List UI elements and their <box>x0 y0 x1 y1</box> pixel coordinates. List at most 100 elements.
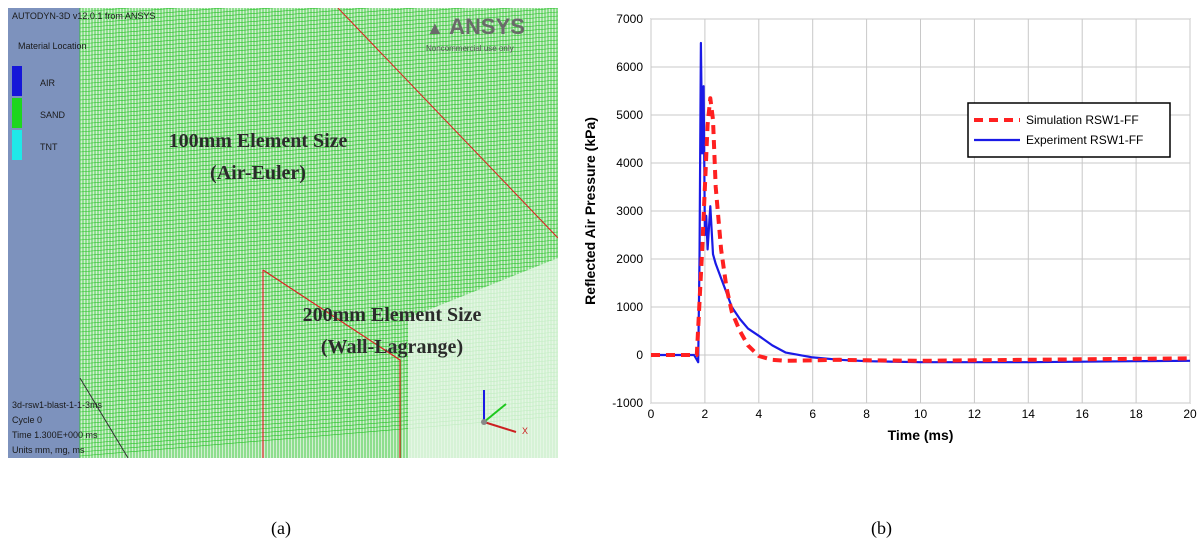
x-axis-label: Time (ms) <box>888 427 954 443</box>
ansys-logo-text: ANSYS <box>449 14 525 39</box>
info-line-2: Cycle 0 <box>12 415 43 425</box>
mesh-line-d <box>79 11 558 53</box>
caption-a: (a) <box>271 518 291 538</box>
mesh-line-d <box>79 123 558 165</box>
mesh-line-d <box>79 127 558 169</box>
series-line-simulation <box>651 96 1191 363</box>
mesh-line-d <box>79 27 558 69</box>
x-tick-label: 14 <box>1022 407 1036 421</box>
y-tick-label: 6000 <box>616 60 643 74</box>
left-face <box>8 8 80 458</box>
edge-line <box>79 377 129 458</box>
y-tick-label: 1000 <box>616 300 643 314</box>
mesh-line-d <box>79 55 558 97</box>
mesh-line-d <box>79 8 323 29</box>
mesh-line-d <box>79 227 558 269</box>
mortarboard-icon: ▲ <box>426 18 444 38</box>
mesh-line-d <box>79 131 558 173</box>
mesh-line-d <box>79 8 466 41</box>
wall-boundary-top <box>262 269 401 458</box>
mesh-line-d <box>79 263 558 305</box>
sand-label: SAND <box>40 110 66 120</box>
mesh-line-d <box>79 231 558 273</box>
noncommercial-note: Noncommercial use only <box>426 44 514 53</box>
mesh-line-d <box>79 23 558 65</box>
mesh-line-d <box>79 47 558 89</box>
axis-x-label: X <box>522 426 529 436</box>
mesh-line-d <box>79 91 558 133</box>
x-tick-label: 20 <box>1183 407 1197 421</box>
axis-triad-icon <box>481 390 517 433</box>
y-tick-label: 5000 <box>616 108 643 122</box>
mesh-line-d <box>79 8 514 45</box>
mesh-line-d <box>79 71 558 113</box>
tnt-label: TNT <box>40 142 58 152</box>
mesh-line-d <box>79 143 558 185</box>
x-tick-label: 2 <box>702 407 709 421</box>
mesh-line-d <box>79 235 558 277</box>
mesh-line-d <box>79 35 558 77</box>
mesh-line-d <box>79 259 558 301</box>
y-tick-label: 4000 <box>616 156 643 170</box>
mesh-line-d <box>79 219 558 261</box>
mesh-line-d <box>79 239 558 281</box>
mesh-line-d <box>79 8 371 33</box>
mesh-line-d <box>79 183 558 225</box>
mesh-line-d <box>79 207 558 249</box>
legend-box <box>967 102 1171 158</box>
pressure-chart: 0 2 4 6 8 10 12 14 16 18 20 -1000 0 1000 2000 3000 4000 5… <box>570 8 1200 458</box>
y-tick-label: 2000 <box>616 252 643 266</box>
mesh-line-d <box>79 8 558 49</box>
legend-label: Simulation RSW1-FF <box>1026 113 1139 127</box>
mesh-line-d <box>79 19 558 61</box>
material-location-title: Material Location <box>18 41 87 51</box>
lagrange-type-label: (Wall-Lagrange) <box>320 336 464 358</box>
mesh-line-d <box>79 95 558 137</box>
mesh-line-d <box>79 159 558 201</box>
y-tick-label: 0 <box>636 348 643 362</box>
mesh-line-d <box>79 83 558 125</box>
mesh-line-d <box>79 187 558 229</box>
chart-svg: 0 2 4 6 8 10 12 14 16 18 20 -1000 0 1000 2000 3000 4000 5… <box>582 12 1197 443</box>
mesh-line-d <box>79 15 558 57</box>
euler-type-label: (Air-Euler) <box>210 162 306 184</box>
y-axis-label: Reflected Air Pressure (kPa) <box>582 117 598 305</box>
mesh-line-d <box>79 103 558 145</box>
info-line-4: Units mm, mg, ms <box>12 445 85 455</box>
mesh-line-d <box>79 279 558 321</box>
air-label: AIR <box>40 78 56 88</box>
mesh-graphic <box>8 8 558 458</box>
y-tick-label: 3000 <box>616 204 643 218</box>
mesh-line-d <box>79 39 558 81</box>
mesh-line-d <box>79 75 558 117</box>
mesh-line-d <box>79 115 558 157</box>
mesh-line-d <box>79 243 558 285</box>
mesh-line-d <box>79 247 558 289</box>
euler-size-label: 100mm Element Size <box>168 130 348 152</box>
x-tick-label: 0 <box>648 407 655 421</box>
info-line-3: Time 1.300E+000 ms <box>12 430 98 440</box>
mesh-line-d <box>79 135 558 177</box>
mesh-line-d <box>79 167 558 209</box>
sand-swatch <box>12 98 22 128</box>
mesh-line-d <box>79 195 558 237</box>
mesh-line-d <box>79 51 558 93</box>
mesh-line-d <box>79 215 558 257</box>
mesh-line-d <box>79 175 558 217</box>
mesh-line-d <box>79 43 558 85</box>
mesh-line-d <box>79 151 558 193</box>
mesh-line-d <box>79 163 558 205</box>
mesh-line-d <box>79 59 558 101</box>
mesh-line-d <box>79 8 419 37</box>
mesh-line-d <box>79 179 558 221</box>
mesh-line-d <box>79 171 558 213</box>
ansys-logo: ▲ ANSYS <box>426 14 525 40</box>
mesh-line-d <box>79 31 558 73</box>
mesh-line-d <box>79 267 558 309</box>
x-tick-label: 6 <box>809 407 816 421</box>
mesh-line-d <box>79 8 227 21</box>
x-tick-label: 10 <box>914 407 928 421</box>
mesh-line-d <box>79 223 558 265</box>
boundary-line <box>337 8 558 239</box>
mesh-light-region <box>408 258 558 458</box>
